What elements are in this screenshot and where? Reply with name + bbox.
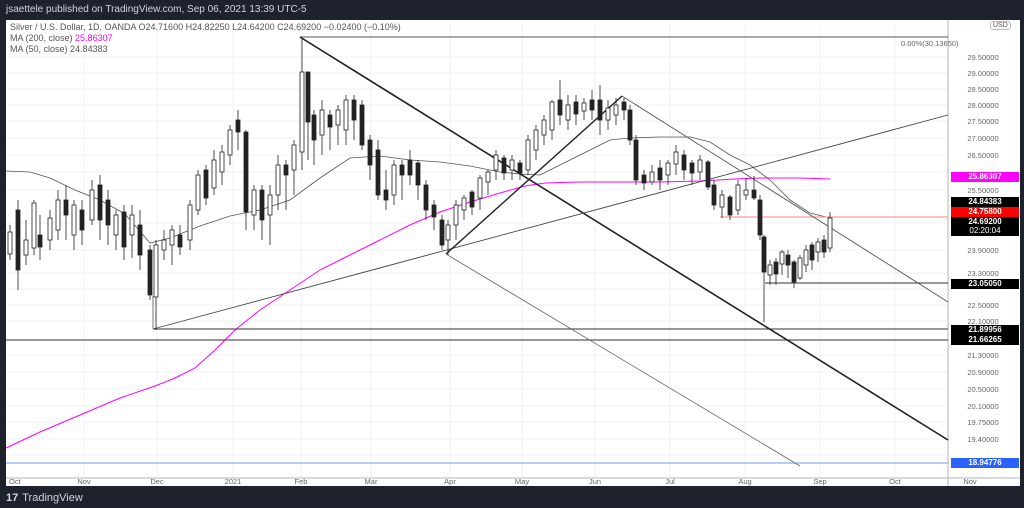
ma200-legend[interactable]: MA (200, close) 25.86307 bbox=[10, 33, 401, 44]
svg-text:22.10000: 22.10000 bbox=[967, 317, 998, 326]
bar-countdown-tag: 02:20:04 bbox=[951, 226, 1019, 236]
ma200-label: MA (200, close) bbox=[10, 33, 73, 43]
ma50-value: 24.84383 bbox=[70, 44, 108, 54]
rising-trendline-apr bbox=[445, 95, 623, 255]
svg-text:Jun: Jun bbox=[589, 477, 601, 486]
svg-text:19.75000: 19.75000 bbox=[967, 418, 998, 427]
svg-text:27.50000: 27.50000 bbox=[967, 117, 998, 126]
svg-text:Oct: Oct bbox=[889, 477, 902, 486]
symbol-ohlc-line[interactable]: Silver / U.S. Dollar, 1D, OANDA O24.7160… bbox=[10, 22, 401, 32]
publish-header: jsaettele published on TradingView.com, … bbox=[6, 4, 307, 15]
minor-downtrend-line bbox=[621, 95, 949, 303]
svg-text:Jul: Jul bbox=[665, 477, 675, 486]
svg-text:Feb: Feb bbox=[295, 477, 308, 486]
svg-text:19.40000: 19.40000 bbox=[967, 435, 998, 444]
svg-text:May: May bbox=[515, 477, 529, 486]
svg-text:27.00000: 27.00000 bbox=[967, 134, 998, 143]
svg-text:Mar: Mar bbox=[365, 477, 378, 486]
svg-text:29.50000: 29.50000 bbox=[967, 53, 998, 62]
currency-badge[interactable]: USD bbox=[990, 21, 1011, 30]
tradingview-footer[interactable]: 17 TradingView bbox=[6, 488, 83, 508]
svg-text:25.50000: 25.50000 bbox=[967, 186, 998, 195]
support-23-price-tag: 23.05050 bbox=[951, 279, 1019, 289]
svg-text:Oct: Oct bbox=[9, 477, 22, 486]
svg-text:2021: 2021 bbox=[225, 477, 242, 486]
svg-text:28.00000: 28.00000 bbox=[967, 101, 998, 110]
ma200-value: 25.86307 bbox=[75, 33, 113, 43]
svg-text:20.90000: 20.90000 bbox=[967, 368, 998, 377]
tradingview-logo-icon: 17 bbox=[6, 492, 19, 504]
support-21-66-price-tag: 21.66265 bbox=[951, 335, 1019, 345]
svg-text:23.30000: 23.30000 bbox=[967, 269, 998, 278]
support-18-9-price-tag: 18.94776 bbox=[951, 458, 1019, 468]
svg-text:Nov: Nov bbox=[77, 477, 91, 486]
svg-text:21.30000: 21.30000 bbox=[967, 351, 998, 360]
svg-text:20.10000: 20.10000 bbox=[967, 402, 998, 411]
tradingview-brand: TradingView bbox=[22, 492, 83, 504]
svg-text:Apr: Apr bbox=[444, 477, 456, 486]
time-axis-labels: Oct Nov Dec 2021 Feb Mar Apr May Jun Jul… bbox=[9, 477, 977, 486]
ma200-price-tag: 25.86307 bbox=[951, 172, 1019, 182]
svg-text:29.00000: 29.00000 bbox=[967, 69, 998, 78]
svg-text:20.50000: 20.50000 bbox=[967, 385, 998, 394]
price-axis-labels: 29.50000 29.00000 28.50000 28.00000 27.5… bbox=[967, 53, 998, 444]
parallel-channel-line bbox=[445, 253, 801, 467]
svg-text:28.50000: 28.50000 bbox=[967, 85, 998, 94]
chart-legend: Silver / U.S. Dollar, 1D, OANDA O24.7160… bbox=[10, 22, 401, 55]
svg-text:Nov: Nov bbox=[963, 477, 977, 486]
fib-label: 0.00%(30.13650) bbox=[901, 39, 959, 48]
svg-text:22.50000: 22.50000 bbox=[967, 301, 998, 310]
ma200-line bbox=[5, 177, 831, 449]
support-21-9-price-tag: 21.89956 bbox=[951, 325, 1019, 335]
candles bbox=[7, 38, 833, 330]
ma50-legend[interactable]: MA (50, close) 24.84383 bbox=[10, 44, 401, 55]
svg-text:Sep: Sep bbox=[813, 477, 826, 486]
last-price-tag: 24.69200 bbox=[951, 217, 1019, 227]
chart-frame[interactable] bbox=[6, 20, 1020, 486]
major-downtrend-line bbox=[299, 36, 949, 441]
svg-text:Dec: Dec bbox=[150, 477, 164, 486]
resistance-price-tag: 24.75800 bbox=[951, 207, 1019, 217]
ma50-price-tag: 24.84383 bbox=[951, 197, 1019, 207]
svg-text:Aug: Aug bbox=[738, 477, 751, 486]
ma50-label: MA (50, close) bbox=[10, 44, 68, 54]
svg-text:23.90000: 23.90000 bbox=[967, 246, 998, 255]
ma50-line bbox=[5, 136, 831, 244]
rising-trendline-lower bbox=[152, 114, 949, 330]
svg-text:26.50000: 26.50000 bbox=[967, 151, 998, 160]
